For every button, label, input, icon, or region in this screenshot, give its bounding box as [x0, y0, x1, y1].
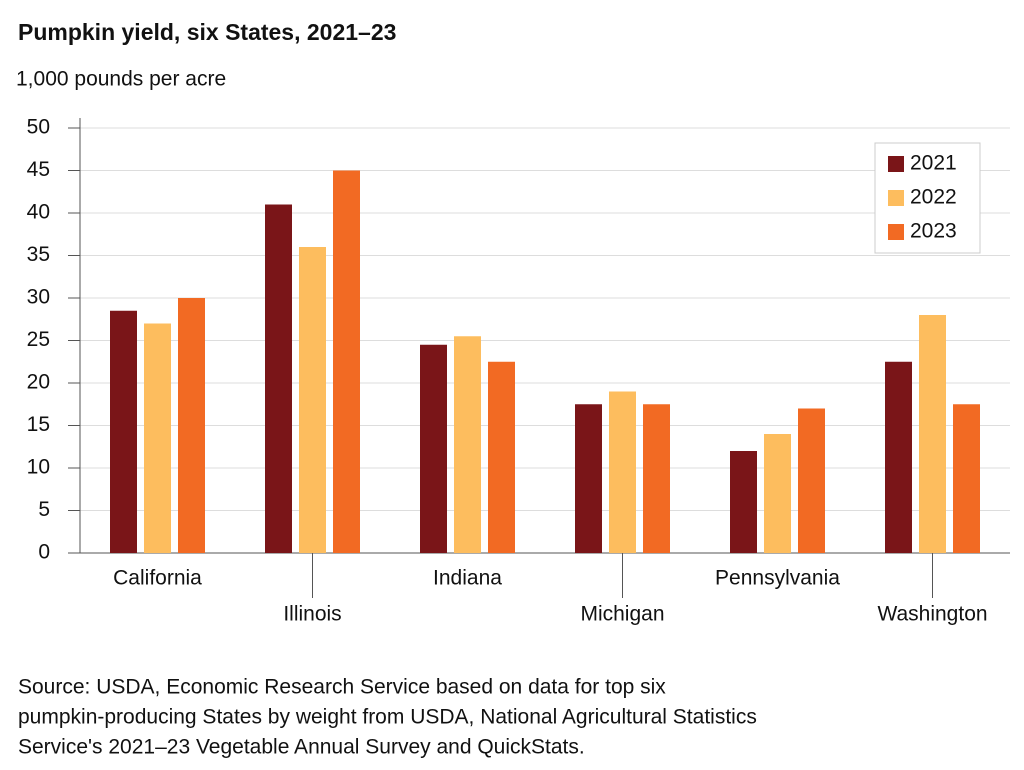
bar	[919, 315, 946, 553]
source-note: Source: USDA, Economic Research Service …	[18, 676, 666, 699]
legend-label: 2023	[910, 220, 957, 243]
y-tick-label: 10	[27, 456, 50, 479]
y-tick-label: 40	[27, 201, 50, 224]
bar	[420, 344, 447, 553]
bar	[885, 361, 912, 553]
source-note: Service's 2021–23 Vegetable Annual Surve…	[18, 736, 585, 759]
bar	[299, 247, 326, 553]
legend-swatch	[888, 224, 904, 240]
y-tick-label: 5	[38, 498, 50, 521]
bar	[454, 336, 481, 553]
bar	[953, 404, 980, 553]
x-tick-label: Indiana	[433, 567, 502, 590]
bar	[643, 404, 670, 553]
y-tick-label: 30	[27, 286, 50, 309]
y-tick-label: 25	[27, 328, 50, 351]
bar	[333, 170, 360, 553]
y-tick-label: 50	[27, 116, 50, 139]
bar	[764, 434, 791, 553]
bar	[110, 310, 137, 553]
y-tick-label: 15	[27, 413, 50, 436]
legend-swatch	[888, 190, 904, 206]
y-tick-label: 35	[27, 243, 50, 266]
legend-swatch	[888, 156, 904, 172]
legend-label: 2021	[910, 152, 957, 175]
bar	[265, 204, 292, 553]
x-tick-label: Illinois	[283, 603, 341, 626]
chart-subtitle: 1,000 pounds per acre	[16, 68, 226, 91]
bar	[178, 298, 205, 553]
bar	[730, 451, 757, 553]
chart-title: Pumpkin yield, six States, 2021–23	[18, 19, 396, 45]
bar	[575, 404, 602, 553]
legend-label: 2022	[910, 186, 957, 209]
x-tick-label: Michigan	[580, 603, 664, 626]
y-tick-label: 45	[27, 158, 50, 181]
y-tick-label: 20	[27, 371, 50, 394]
bar	[798, 408, 825, 553]
bar	[144, 323, 171, 553]
x-tick-label: Pennsylvania	[715, 567, 840, 590]
bar	[609, 391, 636, 553]
bar	[488, 361, 515, 553]
y-tick-label: 0	[38, 541, 50, 564]
source-note: pumpkin-producing States by weight from …	[18, 706, 757, 729]
x-tick-label: California	[113, 567, 202, 590]
x-tick-label: Washington	[877, 603, 987, 626]
